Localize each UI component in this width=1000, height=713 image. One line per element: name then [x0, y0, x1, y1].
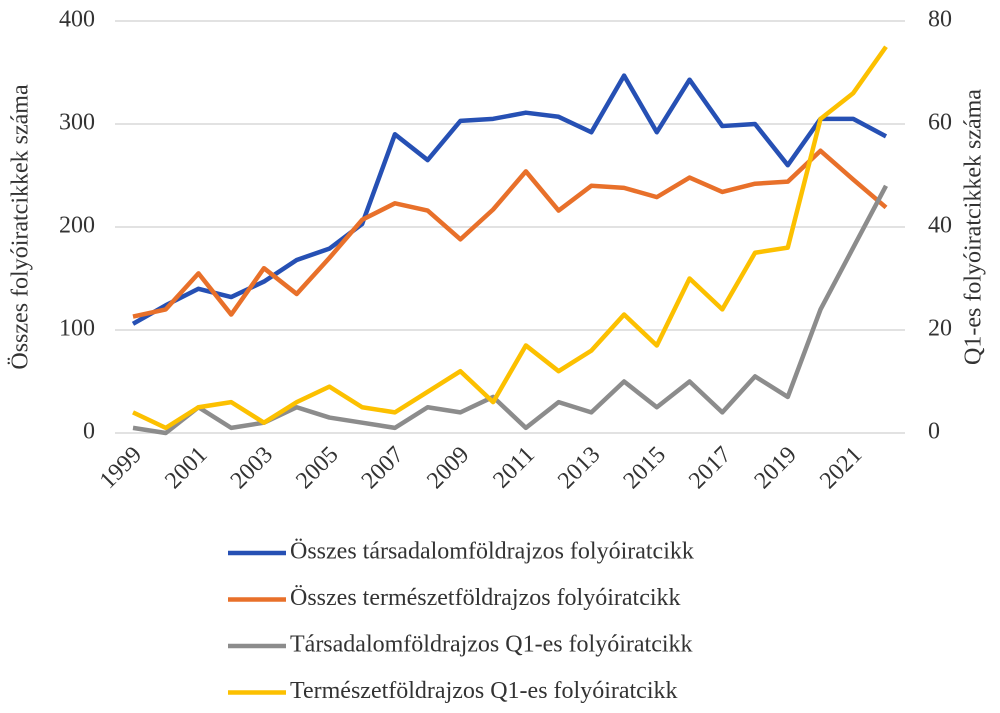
series-line — [132, 148, 888, 319]
y-tick-label: 0 — [83, 419, 95, 445]
y2-tick-label: 0 — [928, 419, 940, 445]
y2-tick-label: 80 — [928, 7, 952, 33]
y-tick-label: 300 — [59, 110, 95, 136]
legend-label: Természetföldrajzos Q1-es folyóiratcikk — [290, 678, 678, 704]
x-tick-label: 2021 — [815, 442, 867, 494]
x-tick-label: 1999 — [95, 442, 147, 494]
legend-label: Összes társadalomföldrajzos folyóiratcik… — [290, 539, 694, 565]
series-line — [132, 45, 888, 431]
series-line — [132, 184, 888, 436]
y-axis-label: Összes folyóiratcikkek száma — [8, 84, 34, 370]
y2-tick-label: 60 — [928, 110, 952, 136]
y2-axis-label: Q1-es folyóiratcikkek száma — [961, 89, 987, 365]
x-tick-label: 2019 — [750, 442, 802, 494]
x-tick-label: 2007 — [357, 442, 409, 494]
x-tick-label: 2011 — [488, 442, 540, 494]
y-tick-label: 200 — [59, 213, 95, 239]
y2-tick-label: 40 — [928, 213, 952, 239]
y-tick-label: 100 — [59, 316, 95, 342]
x-tick-label: 2015 — [619, 442, 671, 494]
legend-label: Társadalomföldrajzos Q1-es folyóiratcikk — [290, 632, 693, 658]
legend-label: Összes természetföldrajzos folyóiratcikk — [290, 585, 681, 611]
x-tick-label: 2009 — [422, 442, 474, 494]
x-tick-label: 2005 — [291, 442, 343, 494]
x-tick-label: 2003 — [226, 442, 278, 494]
x-tick-label: 2001 — [160, 442, 212, 494]
y-tick-label: 400 — [59, 7, 95, 33]
y2-tick-label: 20 — [928, 316, 952, 342]
x-tick-label: 2013 — [553, 442, 605, 494]
series-line — [131, 73, 888, 326]
x-tick-label: 2017 — [684, 442, 736, 494]
